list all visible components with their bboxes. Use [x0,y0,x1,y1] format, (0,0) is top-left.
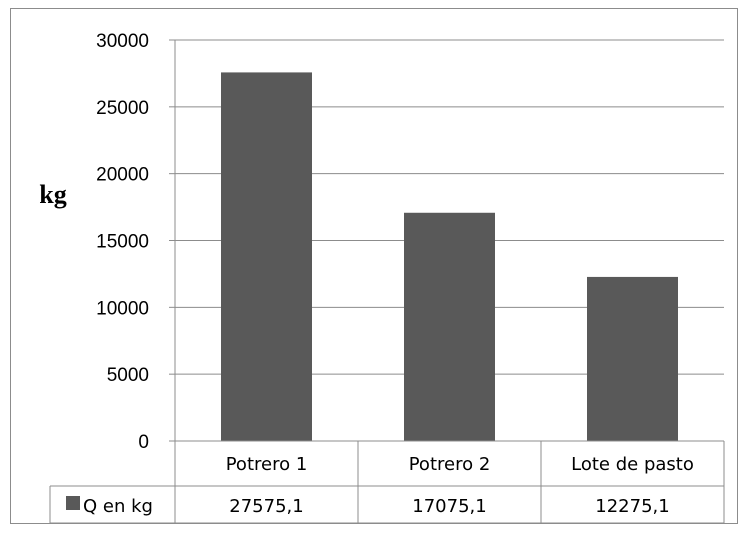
y-tick-label: 25000 [96,98,149,119]
y-tick-label: 10000 [96,298,149,319]
y-axis-label: kg [39,180,66,209]
y-tick-label: 20000 [96,165,149,186]
bar [587,276,678,441]
table-value: 27575,1 [229,496,303,517]
bar [404,212,495,441]
y-tick-label: 5000 [107,365,149,386]
bars [221,72,678,441]
legend-key [66,496,80,510]
category-label: Potrero 2 [409,454,491,475]
y-tick-label: 15000 [96,232,149,253]
bar [221,72,312,441]
y-tick-label: 0 [138,432,149,453]
category-label: Lote de pasto [571,454,694,475]
y-axis-ticks: 0 5000 10000 15000 20000 25000 30000 [96,31,149,453]
legend-label: Q en kg [83,496,153,517]
category-label: Potrero 1 [226,454,308,475]
table-value: 12275,1 [595,496,669,517]
y-tick-label: 30000 [96,31,149,52]
table-value: 17075,1 [412,496,486,517]
data-table: Potrero 1 27575,1 Potrero 2 17075,1 Lote de … [49,440,725,524]
